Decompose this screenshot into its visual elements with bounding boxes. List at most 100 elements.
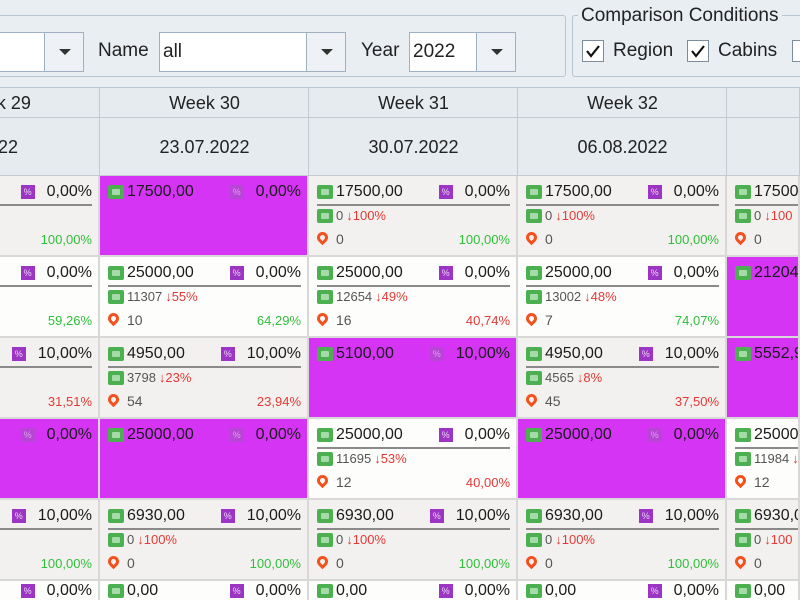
grid-cell[interactable]: 25000,00% 0,00% 11307 ↓55% 10 64,29% [100,257,309,338]
grid-cell[interactable]: 6930,00% 10,00% 0 ↓100% 0 100,00% [518,500,727,581]
price: 4950,00 [526,345,603,363]
grid-cell[interactable]: 25000,00% 0,00% 11695 ↓53% 12 40,00% [309,419,518,500]
comparison-price: 11695 ↓53% [317,451,407,467]
cabins-checkbox[interactable] [687,40,709,62]
grid-cell[interactable]: 17500,00% 0,00% [100,176,309,257]
money-icon [735,185,751,199]
change-down: ↓48% [584,289,617,304]
column-week-header[interactable]: Week 32 [518,88,727,118]
occupancy-percent: 100,00% [667,232,719,247]
grid-cell-inner: 17500,00% 0,00% 0 ↓100% 0 100,00% [518,176,725,255]
column-date-header[interactable]: 06.08.2022 [518,118,727,176]
grid-cell[interactable]: 5552,9 [727,338,800,419]
grid-cell-inner: 0,00% 0,00% [309,581,516,600]
discount: % 10,00% [638,345,719,363]
grid-cell-inner: 4950,00% 10,00% 3798 ↓23% 54 23,94% [100,338,307,417]
money-icon [108,584,124,598]
column-week-header[interactable]: W [727,88,800,118]
year-combo[interactable]: 2022 [409,32,516,72]
grid-cell[interactable]: % 0,00% [0,419,100,500]
discount-value: 0,00% [255,426,301,443]
grid-cell[interactable]: % 0,00% 100,00% [0,176,100,257]
grid-cell[interactable]: 5100,00% 10,00% [309,338,518,419]
grid-cell[interactable]: 25000,00% 0,00% [518,419,727,500]
discount: % 0,00% [647,264,719,282]
percent-icon: % [11,509,26,523]
grid-cell[interactable]: 4950,00% 10,00% 4565 ↓8% 45 37,50% [518,338,727,419]
grid-cell[interactable]: 25000,00% 0,00% 12654 ↓49% 16 40,74% [309,257,518,338]
comparison-price: 12654 ↓49% [317,289,408,305]
name-combo[interactable]: all [159,32,346,72]
discount-value: 10,00% [246,345,301,362]
grid-cell[interactable]: 0,00% 0,00% [100,581,309,600]
comparison-price: 0 ↓100% [526,532,595,548]
filter-combo[interactable] [0,32,84,72]
occupancy-percent: 40,00% [465,475,510,490]
price: 6930,00 [108,507,185,525]
grid-cell[interactable]: % 10,00% 100,00% [0,500,100,581]
price-value: 25000,00 [336,426,403,443]
money-icon [108,428,124,442]
comparison-price: 0 ↓100 [735,208,792,224]
grid-cell[interactable]: 17500,00% 0,00% 0 ↓100% 0 100,00% [309,176,518,257]
price: 0,00 [526,583,576,599]
grid-cell[interactable]: 17500 0 ↓100 0 [727,176,800,257]
grid-cell[interactable]: 0,00% 0,00% [518,581,727,600]
discount-value: 0,00% [673,183,719,200]
location-pin-icon [314,229,331,246]
column-date-header[interactable]: 23.07.2022 [100,118,309,176]
comparison-value: 4565 [545,370,574,385]
grid-cell[interactable]: 6930,00% 10,00% 0 ↓100% 0 100,00% [309,500,518,581]
discount-value: 0,00% [46,582,92,599]
grid-cell[interactable]: 25000,00% 0,00% [100,419,309,500]
grid-cell[interactable]: % 0,00% [0,581,100,600]
location-value: 0 [545,555,553,571]
grid-cell[interactable]: 0,00% 0,00% [309,581,518,600]
comparison-value: 0 [754,532,762,547]
grid-cell[interactable]: 0,00 [727,581,800,600]
location-count: 0 [105,553,135,571]
grid-cell[interactable]: 21204 [727,257,800,338]
grid-cell[interactable]: 25000,00% 0,00% 13002 ↓48% 7 74,07% [518,257,727,338]
money-icon [108,533,124,547]
grid-cell[interactable]: 6930,0 0 ↓100 0 [727,500,800,581]
discount-value: 10,00% [664,345,719,362]
column-week-header[interactable]: Week 29 [0,88,100,118]
cabins-label: Cabins [718,40,778,61]
price-value: 4950,00 [545,345,603,362]
percent-icon: % [20,428,35,442]
date-label: 30.07.2022 [368,137,459,157]
change-down: ↓8% [576,370,603,385]
column-week-header[interactable]: Week 30 [100,88,309,118]
discount-value: 0,00% [464,582,510,599]
region-checkbox[interactable] [582,40,604,62]
chevron-down-icon[interactable] [476,33,515,71]
grid-cell-inner: 6930,00% 10,00% 0 ↓100% 0 100,00% [309,500,516,579]
column-date-header[interactable]: 13 [727,118,800,176]
occupancy-percent: 100,00% [667,556,719,571]
column-week-header[interactable]: Week 31 [309,88,518,118]
grid-cell[interactable]: 25000 11984 ↓ 12 [727,419,800,500]
comparison-value: 0 [754,208,762,223]
percent-icon: % [638,509,653,523]
occupancy-percent: 31,51% [47,394,92,409]
discount: % 10,00% [11,345,92,363]
divider [108,528,301,530]
location-value: 0 [336,231,344,247]
percent-icon: % [11,347,26,361]
third-condition-checkbox[interactable] [792,40,800,62]
chevron-down-icon[interactable] [44,33,83,71]
grid-cell[interactable]: 17500,00% 0,00% 0 ↓100% 0 100,00% [518,176,727,257]
location-value: 45 [545,393,561,409]
chevron-down-icon[interactable] [306,33,345,71]
grid-cell[interactable]: 6930,00% 10,00% 0 ↓100% 0 100,00% [100,500,309,581]
location-value: 7 [545,312,553,328]
column-date-header[interactable]: 30.07.2022 [309,118,518,176]
money-icon [526,584,542,598]
percent-icon: % [647,584,662,598]
grid-cell-inner: 0,00 [727,581,798,600]
column-date-header[interactable]: .2022 [0,118,100,176]
grid-cell[interactable]: % 10,00% 31,51% [0,338,100,419]
grid-cell[interactable]: 4950,00% 10,00% 3798 ↓23% 54 23,94% [100,338,309,419]
grid-cell[interactable]: % 0,00% 59,26% [0,257,100,338]
